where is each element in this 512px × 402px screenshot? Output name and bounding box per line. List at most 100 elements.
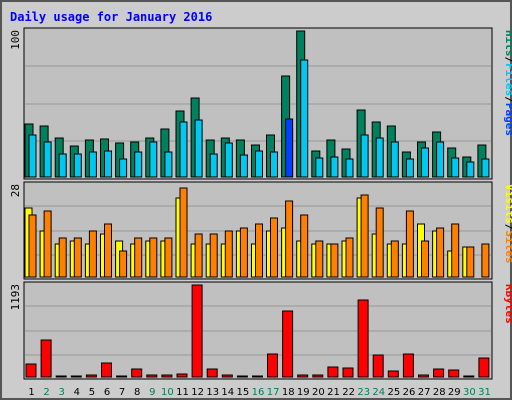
bar-sites-day-25 bbox=[390, 240, 399, 278]
bar-sites-day-24 bbox=[375, 207, 384, 278]
bar-sites-day-12 bbox=[194, 233, 203, 278]
bar-files-day-12 bbox=[194, 119, 203, 178]
x-tick-label-day-4: 4 bbox=[74, 387, 80, 398]
y-max-label: 1193 bbox=[9, 284, 22, 311]
bar-kbytes-day-29 bbox=[448, 369, 460, 378]
x-tick-label-day-3: 3 bbox=[59, 387, 65, 398]
x-tick-label-day-5: 5 bbox=[89, 387, 95, 398]
bar-sites-day-5 bbox=[88, 230, 97, 278]
x-tick-label-day-2: 2 bbox=[43, 387, 49, 398]
bar-sites-day-14 bbox=[224, 230, 233, 278]
bar-kbytes-day-12 bbox=[191, 284, 203, 378]
x-tick-label-day-27: 27 bbox=[418, 387, 431, 398]
bar-files-day-31 bbox=[481, 158, 490, 178]
legend-sites-visits: Visits/Sites bbox=[503, 184, 512, 264]
x-tick-label-day-8: 8 bbox=[134, 387, 140, 398]
x-tick-label-day-23: 23 bbox=[357, 387, 370, 398]
bar-kbytes-day-16 bbox=[252, 375, 263, 378]
bar-sites-day-1 bbox=[28, 214, 37, 278]
bar-sites-day-27 bbox=[421, 240, 429, 278]
x-tick-label-day-25: 25 bbox=[388, 387, 401, 398]
bar-files-day-23 bbox=[360, 134, 369, 178]
bar-files-day-15 bbox=[239, 154, 248, 178]
x-tick-label-day-13: 13 bbox=[206, 387, 219, 398]
bar-kbytes-day-10 bbox=[161, 374, 173, 378]
x-tick-label-day-7: 7 bbox=[119, 387, 125, 398]
bar-sites-day-21 bbox=[330, 243, 339, 278]
bar-kbytes-day-5 bbox=[85, 374, 97, 378]
bar-files-day-6 bbox=[104, 150, 112, 178]
x-tick-label-day-11: 11 bbox=[176, 387, 189, 398]
legend-files: Files bbox=[503, 63, 512, 96]
legend-sites: Sites bbox=[503, 230, 512, 263]
bar-kbytes-day-11 bbox=[176, 373, 188, 378]
x-tick-label-day-29: 29 bbox=[448, 387, 461, 398]
x-tick-label-day-18: 18 bbox=[282, 387, 295, 398]
bar-sites-day-22 bbox=[345, 237, 354, 278]
x-tick-label-day-14: 14 bbox=[221, 387, 234, 398]
x-tick-label-day-1: 1 bbox=[28, 387, 34, 398]
bar-sites-day-13 bbox=[209, 233, 218, 278]
bar-sites-day-6 bbox=[104, 223, 112, 278]
x-tick-label-day-12: 12 bbox=[191, 387, 204, 398]
legend-hits: Hits bbox=[503, 30, 512, 57]
x-tick-label-day-6: 6 bbox=[104, 387, 110, 398]
legend-visits: Visits bbox=[503, 184, 512, 224]
bar-files-day-2 bbox=[43, 141, 52, 178]
bar-kbytes-day-3 bbox=[55, 375, 67, 378]
legend-hits-files-pages: Hits/Files/Pages bbox=[503, 30, 512, 136]
bar-files-day-1 bbox=[28, 134, 37, 178]
bar-kbytes-day-31 bbox=[478, 357, 490, 378]
bar-files-day-4 bbox=[73, 153, 82, 178]
bar-kbytes-day-22 bbox=[342, 367, 354, 378]
bar-files-day-26 bbox=[405, 158, 414, 178]
legend-kbytes: KBytes bbox=[503, 284, 512, 324]
bar-files-day-5 bbox=[88, 151, 97, 178]
bar-files-day-25 bbox=[390, 141, 399, 178]
bar-files-day-16 bbox=[255, 150, 263, 178]
bar-sites-day-4 bbox=[73, 237, 82, 278]
bar-sites-day-16 bbox=[255, 223, 263, 278]
legend-separator: / bbox=[503, 57, 512, 64]
y-max-label: 100 bbox=[9, 30, 22, 50]
x-tick-label-day-15: 15 bbox=[237, 387, 250, 398]
bar-sites-day-10 bbox=[164, 237, 173, 278]
legend-kbytes: KBytes bbox=[503, 284, 512, 324]
x-tick-label-day-9: 9 bbox=[149, 387, 155, 398]
bar-files-day-8 bbox=[134, 151, 143, 178]
bar-sites-day-20 bbox=[315, 240, 324, 278]
bar-kbytes-day-15 bbox=[236, 375, 248, 378]
bar-kbytes-day-23 bbox=[357, 299, 369, 378]
x-tick-label-day-19: 19 bbox=[297, 387, 310, 398]
bar-kbytes-day-4 bbox=[70, 375, 82, 378]
bar-kbytes-day-1 bbox=[25, 363, 37, 378]
bar-sites-day-2 bbox=[43, 210, 52, 278]
bar-kbytes-day-8 bbox=[131, 368, 143, 378]
bar-sites-day-23 bbox=[360, 194, 369, 278]
bar-kbytes-day-21 bbox=[327, 366, 339, 378]
bar-files-day-27 bbox=[421, 147, 429, 178]
bar-sites-day-19 bbox=[300, 214, 309, 278]
bar-sites-day-26 bbox=[405, 210, 414, 278]
x-tick-label-day-28: 28 bbox=[433, 387, 446, 398]
x-tick-label-day-17: 17 bbox=[267, 387, 280, 398]
bar-kbytes-day-9 bbox=[146, 374, 158, 378]
bar-sites-day-18 bbox=[285, 200, 294, 278]
legend-separator: / bbox=[503, 224, 512, 231]
bar-kbytes-day-14 bbox=[221, 374, 233, 378]
legend-separator: / bbox=[503, 96, 512, 103]
bar-files-day-22 bbox=[345, 158, 354, 178]
bar-sites-day-9 bbox=[149, 237, 158, 278]
bar-kbytes-day-24 bbox=[372, 354, 384, 378]
bar-sites-day-7 bbox=[119, 250, 128, 278]
bar-files-day-10 bbox=[164, 151, 173, 178]
bar-kbytes-day-27 bbox=[418, 374, 429, 378]
bar-files-day-11 bbox=[179, 121, 188, 178]
bar-kbytes-day-2 bbox=[40, 339, 52, 378]
bar-pages-day-18 bbox=[285, 118, 294, 178]
x-tick-label-day-10: 10 bbox=[161, 387, 174, 398]
bar-sites-day-29 bbox=[451, 223, 460, 278]
bar-kbytes-day-20 bbox=[312, 374, 324, 378]
chart-title: Daily usage for January 2016 bbox=[10, 10, 212, 24]
